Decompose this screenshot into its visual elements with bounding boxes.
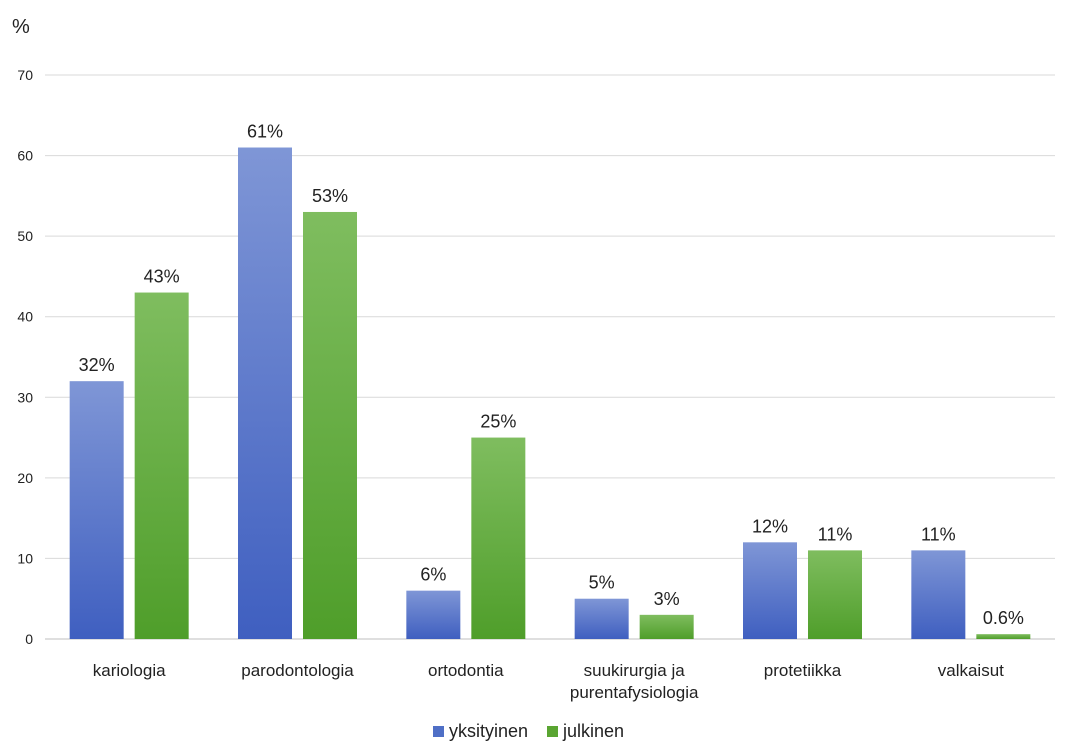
y-axis-ticks: 0 10 20 30 40 50 60 70	[17, 67, 33, 647]
y-tick-label: 60	[17, 148, 33, 164]
x-category-label: kariologia	[93, 661, 166, 680]
data-label-yksityinen: 11%	[921, 524, 956, 544]
legend-swatch-julkinen	[547, 726, 558, 737]
y-tick-label: 30	[17, 389, 33, 405]
bar-julkinen	[134, 292, 189, 639]
data-label-julkinen: 25%	[480, 412, 516, 432]
y-tick-label: 20	[17, 470, 33, 486]
legend: yksityinen julkinen	[433, 721, 624, 741]
bars	[69, 147, 1031, 639]
bar-yksityinen	[911, 550, 966, 639]
bar-julkinen	[808, 550, 862, 639]
bar-yksityinen	[743, 542, 797, 639]
bar-yksityinen	[238, 147, 292, 639]
data-label-yksityinen: 12%	[752, 516, 788, 536]
bar-yksityinen	[406, 590, 461, 639]
data-label-julkinen: 0.6%	[983, 608, 1024, 628]
data-label-yksityinen: 6%	[420, 565, 446, 585]
y-tick-label: 50	[17, 228, 33, 244]
data-label-julkinen: 53%	[312, 186, 348, 206]
x-category-label: parodontologia	[241, 661, 354, 680]
gridlines	[45, 74, 1055, 640]
legend-swatch-yksityinen	[433, 726, 444, 737]
data-label-yksityinen: 61%	[247, 122, 283, 142]
data-label-julkinen: 11%	[818, 524, 853, 544]
data-label-julkinen: 43%	[144, 267, 180, 287]
data-label-yksityinen: 32%	[79, 355, 115, 375]
bar-julkinen	[976, 634, 1031, 639]
bar-yksityinen	[69, 381, 124, 639]
legend-label-julkinen: julkinen	[562, 721, 624, 741]
bar-julkinen	[471, 437, 526, 639]
y-tick-label: 70	[17, 67, 33, 83]
x-category-label: purentafysiologia	[570, 683, 699, 702]
x-category-label: suukirurgia ja	[584, 661, 686, 680]
y-tick-label: 40	[17, 309, 33, 325]
x-axis-labels: kariologia parodontologia ortodontia suukir…	[93, 661, 1004, 702]
data-labels: 32% 43% 61% 53% 6% 25% 5% 3% 12% 11% 11% 0.6%	[79, 122, 1024, 629]
y-tick-label: 10	[17, 550, 33, 566]
bar-yksityinen	[574, 598, 629, 639]
legend-label-yksityinen: yksityinen	[449, 721, 528, 741]
x-category-label: protetiikka	[764, 661, 842, 680]
x-category-label: ortodontia	[428, 661, 504, 680]
y-tick-label: 0	[25, 631, 33, 647]
bar-julkinen	[639, 614, 694, 639]
data-label-yksityinen: 5%	[589, 573, 615, 593]
bar-julkinen	[303, 211, 357, 639]
data-label-julkinen: 3%	[654, 589, 680, 609]
y-axis-unit-label: %	[12, 16, 30, 38]
x-category-label: valkaisut	[938, 661, 1004, 680]
